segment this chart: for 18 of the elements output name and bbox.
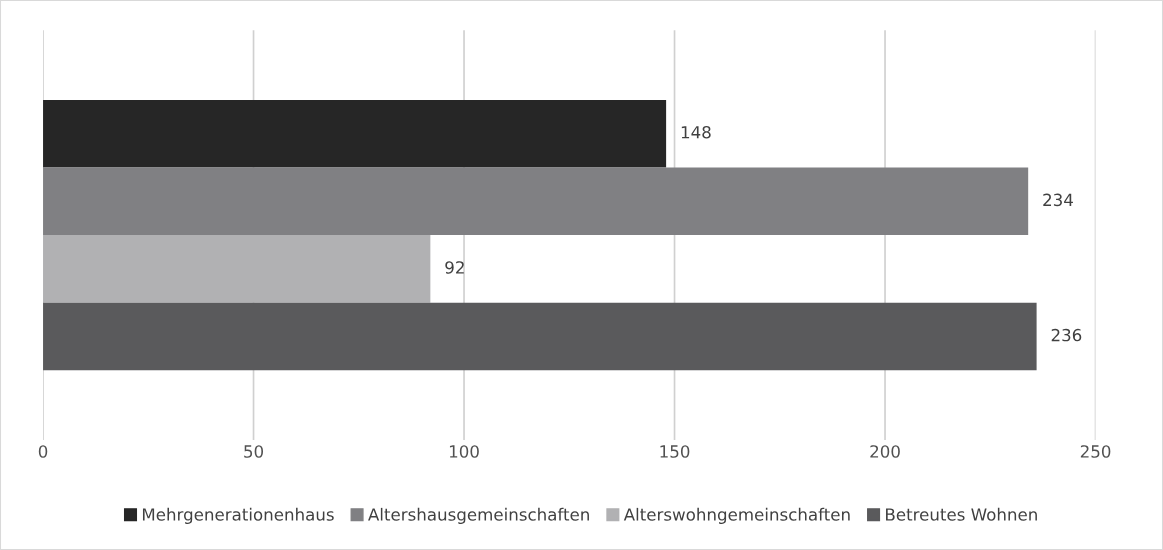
data-label: 92: [445, 261, 464, 274]
x-tick-label: 200: [870, 445, 900, 458]
x-tick-label: 100: [449, 445, 479, 458]
bar: [43, 167, 1029, 236]
data-label: 148: [681, 125, 711, 139]
legend-label: Betreutes Wohnen: [886, 507, 1037, 521]
x-tick-label: 150: [660, 445, 690, 458]
legend-label: Altershausgemeinschaften: [368, 507, 589, 524]
data-label: 236: [1051, 328, 1082, 342]
bar: [43, 99, 667, 168]
bar: [43, 235, 431, 303]
x-tick-label: 0: [38, 445, 48, 458]
x-tick-label: 250: [1080, 445, 1111, 458]
data-label: 234: [1043, 193, 1073, 207]
x-tick-label: 50: [244, 445, 264, 458]
legend-label: Mehrgenerationenhaus: [142, 507, 334, 524]
legend-label: Alterswohngemeinschaften: [623, 507, 850, 524]
bar: [43, 302, 1037, 371]
